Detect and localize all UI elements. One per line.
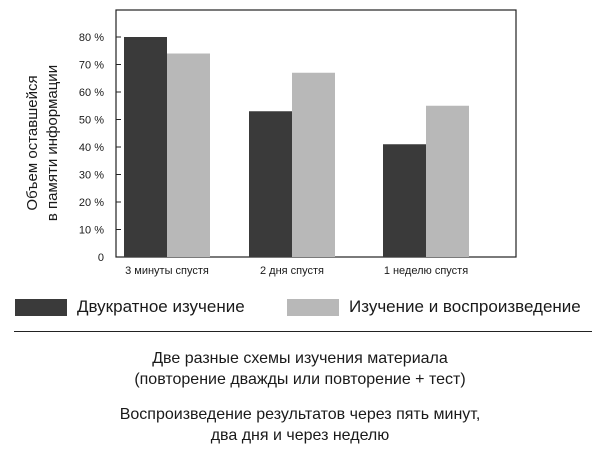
legend: Двукратное изучение Изучение и воспроизв… [15,295,590,319]
bar-series-1-2 [249,111,292,257]
bar-series-2-3 [426,105,469,257]
bars [124,37,469,257]
legend-swatch-series-1 [15,298,67,316]
legend-label-series-1: Двукратное изучение [77,297,245,316]
y-axis-label-line-1: Объем оставшейся [24,75,41,210]
y-tick-label: 10 % [79,225,104,237]
x-tick-label: 2 дня спустя [260,265,324,277]
y-axis-label-line-2: в памяти информации [44,65,61,221]
caption-line: (повторение дважды или повторение + тест… [134,371,466,388]
y-tick-label: 40 % [79,142,104,154]
caption-line: Две разные схемы изучения материала [152,350,448,367]
caption-line: Воспроизведение результатов через пять м… [119,406,481,423]
x-axis-labels: 3 минуты спустя 2 дня спустя 1 неделю спус… [125,265,468,277]
legend-item-series-2: Изучение и воспроизведение [287,295,581,319]
y-axis-ticks: 0 10 % 20 % 30 % 40 % 50 % 60 % 70 % 80 % [79,32,121,264]
y-tick-label: 60 % [79,87,104,99]
bar-series-2-1 [167,53,210,257]
divider [14,331,592,332]
x-tick-label: 1 неделю спустя [384,265,468,277]
y-tick-label: 20 % [79,197,104,209]
y-axis-label: Объем оставшейся в памяти информации [24,65,61,221]
caption-block-1: Две разные схемы изучения материала (пов… [0,348,600,390]
y-tick-label: 80 % [79,32,104,44]
y-tick-label: 70 % [79,60,104,72]
caption-block-2: Воспроизведение результатов через пять м… [0,404,600,446]
bar-chart: Объем оставшейся в памяти информации 0 10… [24,9,517,277]
bar-series-1-1 [124,37,167,257]
legend-label-series-2: Изучение и воспроизведение [349,297,581,316]
x-tick-label: 3 минуты спустя [125,265,209,277]
legend-item-series-1: Двукратное изучение [15,295,245,319]
y-tick-label: 30 % [79,170,104,182]
y-tick-label: 50 % [79,115,104,127]
legend-swatch-series-2 [287,298,339,316]
caption-line: два дня и через неделю [210,427,390,444]
y-tick-label: 0 [98,252,104,264]
bar-series-2-2 [292,72,335,257]
bar-series-1-3 [383,144,426,257]
